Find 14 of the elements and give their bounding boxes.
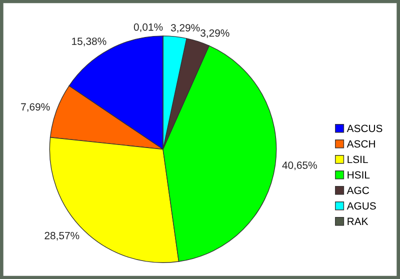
data-label: 0,01%: [134, 23, 163, 32]
data-label: 3,29%: [170, 24, 200, 33]
legend-label: HSIL: [348, 171, 370, 179]
data-label: 3,29%: [200, 29, 230, 38]
legend-label: LSIL: [348, 156, 368, 164]
legend-label: AGC: [346, 186, 370, 194]
data-label: 28,57%: [44, 232, 80, 241]
data-label: 40,65%: [282, 162, 317, 170]
legend-label: ASCH: [346, 140, 375, 148]
data-label: 15,38%: [72, 38, 106, 46]
legend-label: AGUS: [346, 202, 376, 210]
legend-label: ASCUS: [346, 124, 382, 132]
data-label: 7,69%: [21, 103, 50, 112]
legend-label: RAK: [348, 218, 368, 225]
